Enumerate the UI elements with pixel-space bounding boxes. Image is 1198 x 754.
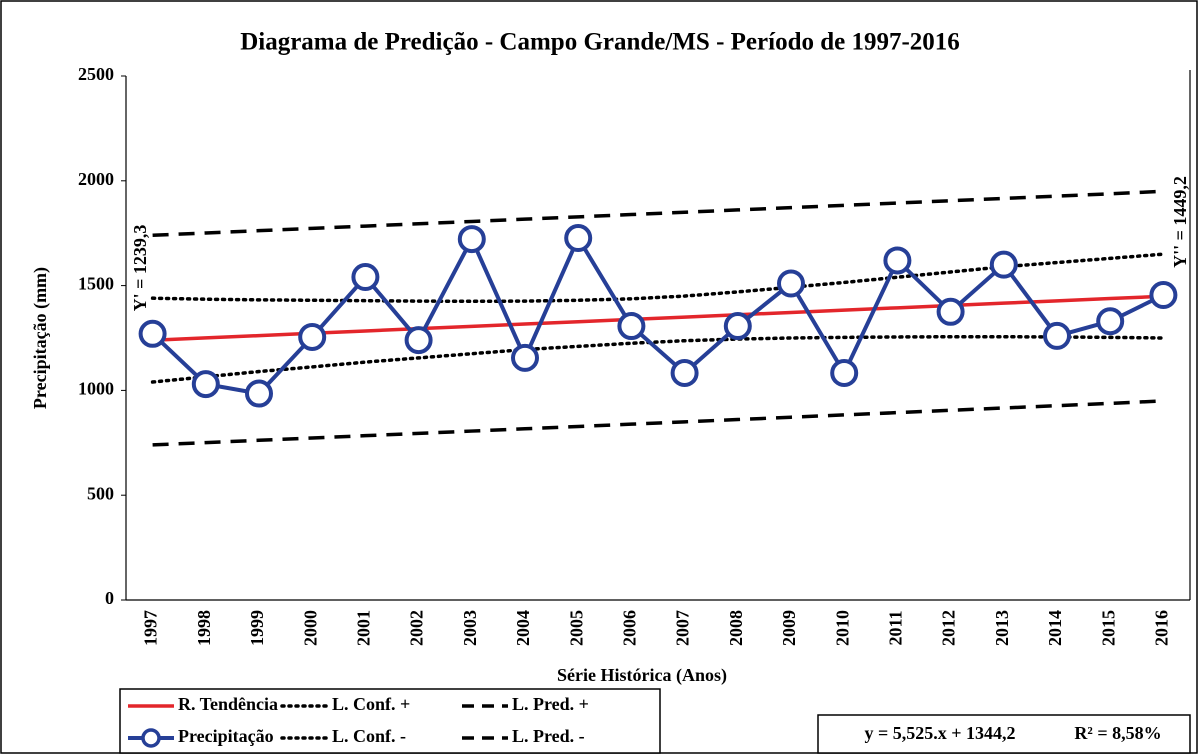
- chart-title: Diagrama de Predição - Campo Grande/MS -…: [240, 29, 960, 56]
- x-tick-label: 2006: [620, 610, 640, 646]
- x-tick-label: 2008: [726, 610, 746, 646]
- point: [1096, 307, 1125, 336]
- x-tick-label: 2003: [460, 610, 480, 646]
- y-tick-label: 1500: [78, 274, 114, 294]
- point: [936, 297, 965, 326]
- legend-label: Precipitação: [178, 726, 274, 746]
- point: [617, 312, 646, 341]
- x-tick-label: 2001: [354, 610, 374, 646]
- point: [777, 269, 805, 298]
- legend-label: L. Pred. -: [512, 726, 585, 746]
- point: [1149, 281, 1178, 310]
- legend-label: L. Pred. +: [512, 694, 589, 714]
- point: [670, 359, 699, 388]
- series-line: [152, 189, 1164, 238]
- x-tick-label: 1998: [194, 610, 214, 646]
- point: [404, 326, 433, 355]
- x-tick-label: 2004: [513, 610, 533, 646]
- equation-box: [817, 714, 1191, 754]
- x-tick-label: 2007: [673, 610, 693, 646]
- point: [989, 250, 1018, 279]
- point: [191, 370, 220, 399]
- legend-label: L. Conf. -: [332, 726, 406, 746]
- point: [457, 225, 486, 254]
- legend-box: [119, 688, 661, 754]
- point: [511, 343, 539, 372]
- series-line: [150, 252, 1166, 304]
- point: [245, 379, 273, 408]
- point: [830, 359, 859, 388]
- series-line: [150, 334, 1166, 384]
- x-tick-label: 2005: [566, 610, 586, 646]
- y-tick-label: 500: [87, 483, 114, 503]
- point: [883, 246, 912, 275]
- series-line: [152, 399, 1164, 447]
- point: [723, 312, 752, 341]
- y-tick-label: 0: [105, 588, 114, 608]
- x-tick-label: 2012: [939, 610, 959, 646]
- y-axis-title: Precipitação (mm): [30, 267, 51, 409]
- x-tick-label: 2013: [992, 610, 1012, 646]
- x-tick-label: 2015: [1098, 610, 1118, 646]
- y-tick-label: 1000: [78, 379, 114, 399]
- y-tick-label: 2000: [78, 169, 114, 189]
- legend-label: R. Tendência: [178, 694, 278, 714]
- point: [298, 322, 327, 351]
- x-tick-label: 2016: [1152, 610, 1172, 646]
- x-tick-label: 2000: [300, 610, 320, 646]
- point: [351, 263, 380, 292]
- r-squared: R² = 8,58%: [1074, 723, 1161, 743]
- point: [564, 224, 593, 253]
- legend-marker: [141, 728, 161, 748]
- point: [138, 319, 167, 348]
- x-axis-title: Série Histórica (Anos): [557, 665, 727, 686]
- end-annotation: Y'' = 1449,2: [1170, 176, 1190, 268]
- point: [1043, 321, 1071, 350]
- x-tick-label: 2011: [886, 610, 906, 645]
- legend-label: L. Conf. +: [332, 694, 410, 714]
- start-annotation: Y' = 1239,3: [130, 225, 150, 312]
- x-tick-label: 2002: [407, 610, 427, 646]
- x-tick-label: 2009: [779, 610, 799, 646]
- equation: y = 5,525.x + 1344,2: [864, 723, 1015, 743]
- x-tick-label: 2010: [832, 610, 852, 646]
- x-tick-label: 1997: [141, 610, 161, 646]
- y-tick-label: 2500: [78, 64, 114, 84]
- x-tick-label: 1999: [247, 610, 267, 646]
- x-tick-label: 2014: [1045, 610, 1065, 646]
